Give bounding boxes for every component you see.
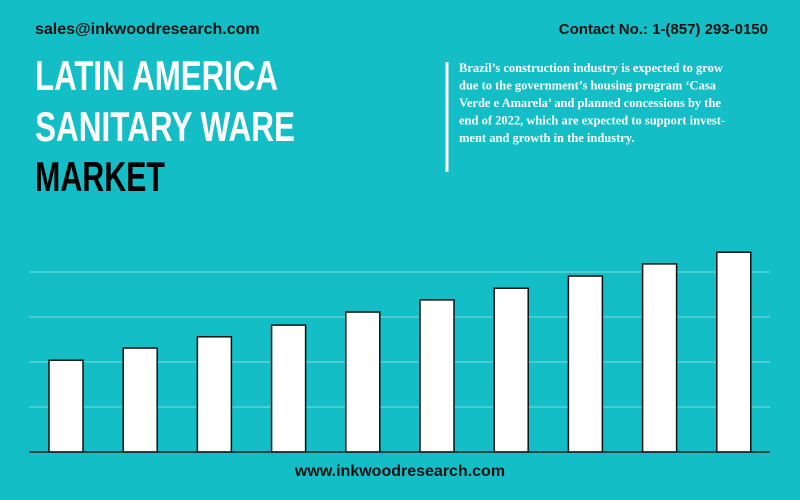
bar [270,324,307,453]
bar [419,299,455,453]
description-line: Brazil’s construction industry is expect… [459,61,723,75]
bar [567,275,604,453]
bar [493,287,529,453]
website: www.inkwoodresearch.com [294,463,505,480]
title-line: LATIN AMERICA [35,52,278,99]
contact: Contact No.: 1-(857) 293-0150 [559,21,768,38]
email: sales@inkwoodresearch.com [35,21,260,38]
description-line: ment and growth in the industry. [459,131,635,145]
description-line: end of 2022, which are expected to suppo… [459,114,725,128]
title-line: SANITARY WARE [35,103,295,150]
description-line: due to the government’s housing program … [459,79,717,93]
bar [196,336,233,453]
bar [716,251,752,453]
bar [641,263,678,453]
bar-chart [29,251,770,453]
bar [48,359,84,453]
bar [122,347,158,453]
description-line: Verde e Amarela’ and planned concessions… [459,96,721,110]
title-line: MARKET [35,153,165,200]
bar [345,311,381,453]
